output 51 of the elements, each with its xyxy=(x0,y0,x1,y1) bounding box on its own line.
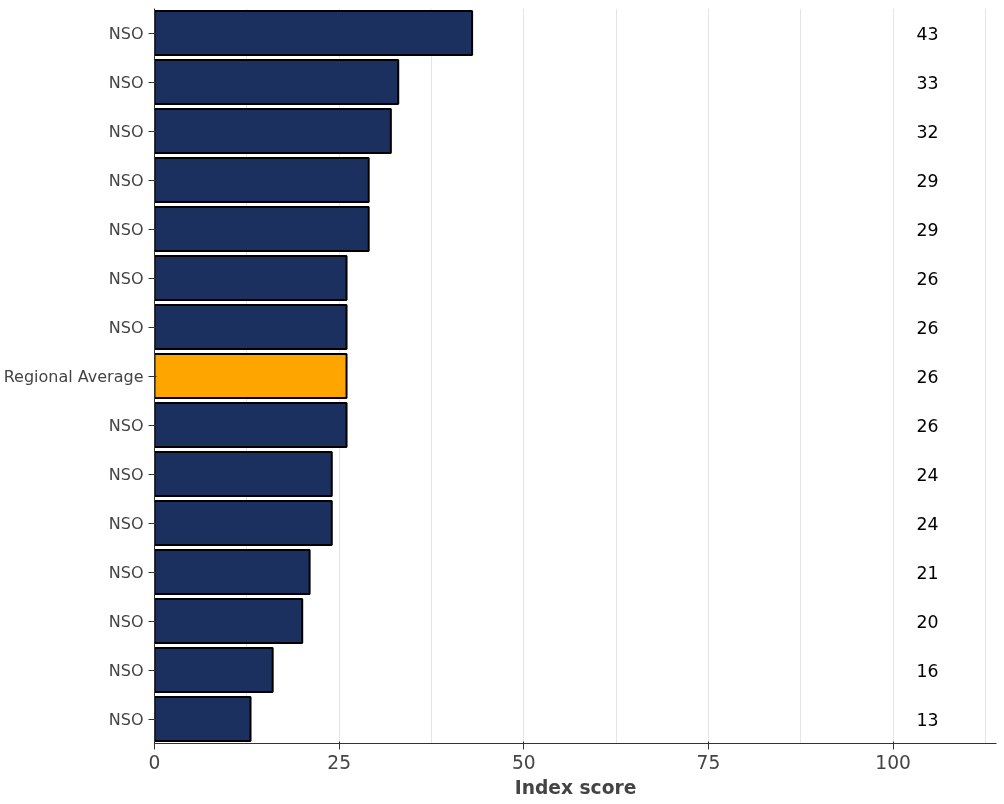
data-label: 13 xyxy=(916,709,939,730)
data-label: 20 xyxy=(916,611,939,632)
data-label: 29 xyxy=(916,219,939,240)
data-label: 24 xyxy=(916,464,939,485)
bar xyxy=(154,58,400,106)
y-tick-label: NSO xyxy=(108,72,144,92)
bar xyxy=(154,107,392,155)
x-tick-label: 50 xyxy=(511,751,536,773)
x-axis-title: Index score xyxy=(514,776,637,798)
bar xyxy=(154,401,348,449)
data-label: 26 xyxy=(916,317,939,338)
y-tick-label: NSO xyxy=(108,121,144,141)
y-tick-label: NSO xyxy=(108,23,144,43)
data-label: 26 xyxy=(916,268,939,289)
bar xyxy=(154,205,370,253)
data-label: 24 xyxy=(916,513,939,534)
bar xyxy=(154,548,311,596)
y-tick-label: NSO xyxy=(108,268,144,288)
bar xyxy=(154,352,348,400)
y-tick-label: Regional Average xyxy=(3,366,144,386)
y-tick-label: NSO xyxy=(108,562,144,582)
y-tick-label: NSO xyxy=(108,660,144,680)
data-label: 21 xyxy=(916,562,939,583)
y-tick-label: NSO xyxy=(108,170,144,190)
bar xyxy=(154,254,348,302)
bar xyxy=(154,646,274,694)
y-tick-label: NSO xyxy=(108,513,144,533)
data-label: 16 xyxy=(916,660,939,681)
data-label: 43 xyxy=(916,23,939,44)
bar xyxy=(154,499,333,547)
data-label: 26 xyxy=(916,415,939,436)
bar xyxy=(154,597,304,645)
bar xyxy=(154,695,252,743)
data-label: 29 xyxy=(916,170,939,191)
y-tick-label: NSO xyxy=(108,464,144,484)
y-tick-label: NSO xyxy=(108,709,144,729)
x-tick-label: 25 xyxy=(327,751,352,773)
bar xyxy=(154,9,474,57)
data-label: 32 xyxy=(916,121,939,142)
y-tick-label: NSO xyxy=(108,219,144,239)
x-tick-label: 100 xyxy=(875,751,911,773)
x-tick-label: 0 xyxy=(148,751,161,773)
bar xyxy=(154,303,348,351)
y-tick-label: NSO xyxy=(108,611,144,631)
bar xyxy=(154,156,370,204)
bar xyxy=(154,450,333,498)
x-tick-label: 75 xyxy=(696,751,721,773)
data-label: 26 xyxy=(916,366,939,387)
y-tick-label: NSO xyxy=(108,317,144,337)
data-label: 33 xyxy=(916,72,939,93)
y-tick-label: NSO xyxy=(108,415,144,435)
